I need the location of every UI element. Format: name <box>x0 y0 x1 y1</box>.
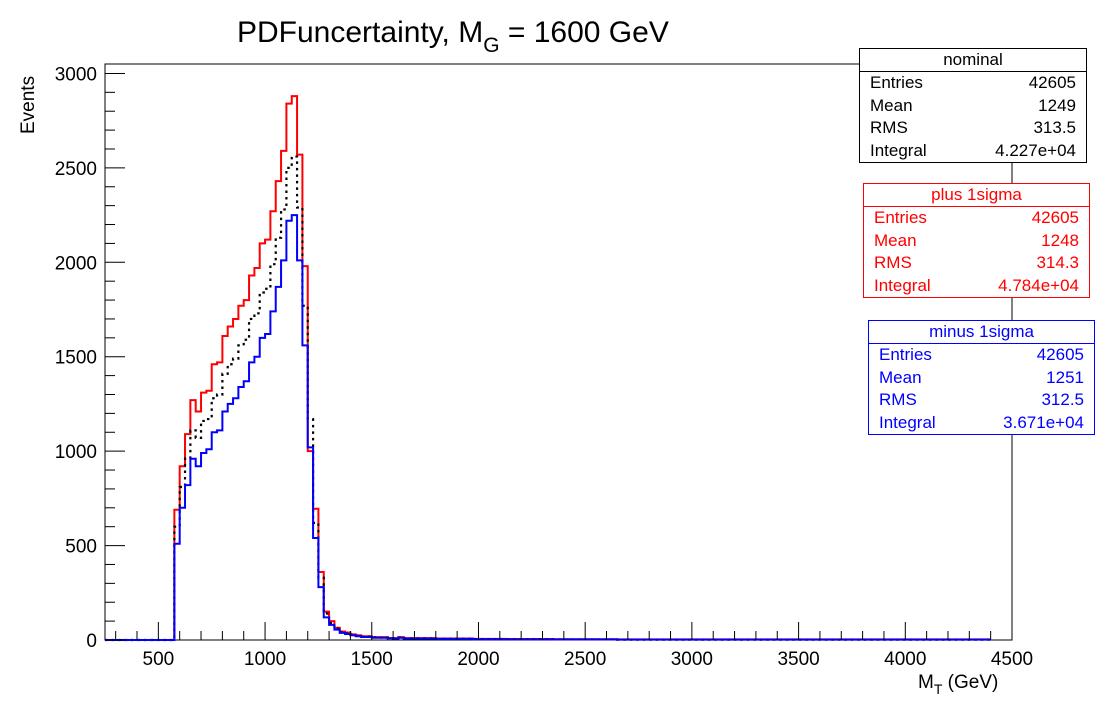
stats-value: 42605 <box>1031 208 1079 227</box>
y-tick-label: 3000 <box>55 64 97 85</box>
stats-box-title: plus 1sigma <box>864 184 1089 207</box>
x-tick-label: 3000 <box>671 649 713 670</box>
stats-label: Integral <box>879 412 936 432</box>
stats-label: RMS <box>870 118 908 137</box>
stats-row: Mean 1251 <box>869 367 1094 390</box>
stats-row: Mean 1249 <box>860 95 1086 118</box>
x-tick-label: 3500 <box>777 649 819 670</box>
stats-value: 312.5 <box>1041 390 1084 409</box>
stats-label: Integral <box>870 140 927 160</box>
stats-label: Entries <box>870 73 923 92</box>
stats-label: Entries <box>879 345 932 364</box>
stats-box-plus-1sigma: plus 1sigma Entries 42605 Mean 1248 RMS 314.3 I… <box>863 183 1090 298</box>
stats-value: 4.784e+04 <box>998 275 1079 295</box>
y-tick-label: 2000 <box>55 253 97 274</box>
stats-value: 42605 <box>1036 345 1084 364</box>
stats-value: 1251 <box>1046 367 1084 387</box>
stats-label: Mean <box>874 230 917 250</box>
x-tick-label: 4500 <box>991 649 1033 670</box>
y-tick-label: 2500 <box>55 159 97 180</box>
y-tick-label: 1000 <box>55 442 97 463</box>
stats-row: Entries 42605 <box>869 344 1094 367</box>
stats-value: 313.5 <box>1033 118 1076 137</box>
stats-label: RMS <box>874 253 912 272</box>
stats-value: 3.671e+04 <box>1003 412 1084 432</box>
x-tick-label: 500 <box>143 649 175 670</box>
stats-box-nominal: nominal Entries 42605 Mean 1249 RMS 313.5 Integ… <box>859 48 1087 163</box>
stats-box-title: nominal <box>860 49 1086 72</box>
stats-label: Integral <box>874 275 931 295</box>
series-plus-1sigma <box>105 95 991 641</box>
x-tick-label: 2500 <box>564 649 606 670</box>
y-tick-label: 1500 <box>55 348 97 369</box>
stats-box-title: minus 1sigma <box>869 321 1094 344</box>
x-tick-label: 2000 <box>457 649 499 670</box>
x-tick-label: 4000 <box>884 649 926 670</box>
stats-value: 42605 <box>1028 73 1076 92</box>
chart-title-subscript: G <box>483 34 499 57</box>
stats-row: Integral 3.671e+04 <box>869 412 1094 435</box>
stats-row: RMS 314.3 <box>864 252 1089 275</box>
chart-title-main: PDFuncertainty, M <box>237 16 483 49</box>
stats-label: Mean <box>870 95 913 115</box>
stats-row: RMS 313.5 <box>860 117 1086 140</box>
stats-row: Integral 4.227e+04 <box>860 140 1086 163</box>
stats-value: 4.227e+04 <box>995 140 1076 160</box>
x-tick-label: 1000 <box>244 649 286 670</box>
stats-value: 1248 <box>1041 230 1079 250</box>
stats-row: Entries 42605 <box>860 72 1086 95</box>
x-axis-label-subscript: T <box>934 681 943 697</box>
stats-row: RMS 312.5 <box>869 389 1094 412</box>
x-tick-label: 1500 <box>351 649 393 670</box>
y-tick-label: 0 <box>86 631 97 652</box>
stats-row: Integral 4.784e+04 <box>864 275 1089 298</box>
x-axis-label: MT (GeV) <box>918 672 998 697</box>
stats-label: RMS <box>879 390 917 409</box>
x-axis-label-tail: (GeV) <box>942 672 998 693</box>
stats-row: Entries 42605 <box>864 207 1089 230</box>
y-axis-label: Events <box>18 76 39 134</box>
stats-row: Mean 1248 <box>864 230 1089 253</box>
stats-label: Entries <box>874 208 927 227</box>
chart-title: PDFuncertainty, MG = 1600 GeV <box>237 16 669 57</box>
stats-label: Mean <box>879 367 922 387</box>
stats-value: 314.3 <box>1036 253 1079 272</box>
series-minus-1sigma <box>105 214 991 641</box>
chart-title-tail: = 1600 GeV <box>500 16 669 49</box>
stats-value: 1249 <box>1038 95 1076 115</box>
x-axis-label-main: M <box>918 672 934 693</box>
y-tick-label: 500 <box>65 537 97 558</box>
stats-box-minus-1sigma: minus 1sigma Entries 42605 Mean 1251 RMS 312.5… <box>868 320 1095 435</box>
